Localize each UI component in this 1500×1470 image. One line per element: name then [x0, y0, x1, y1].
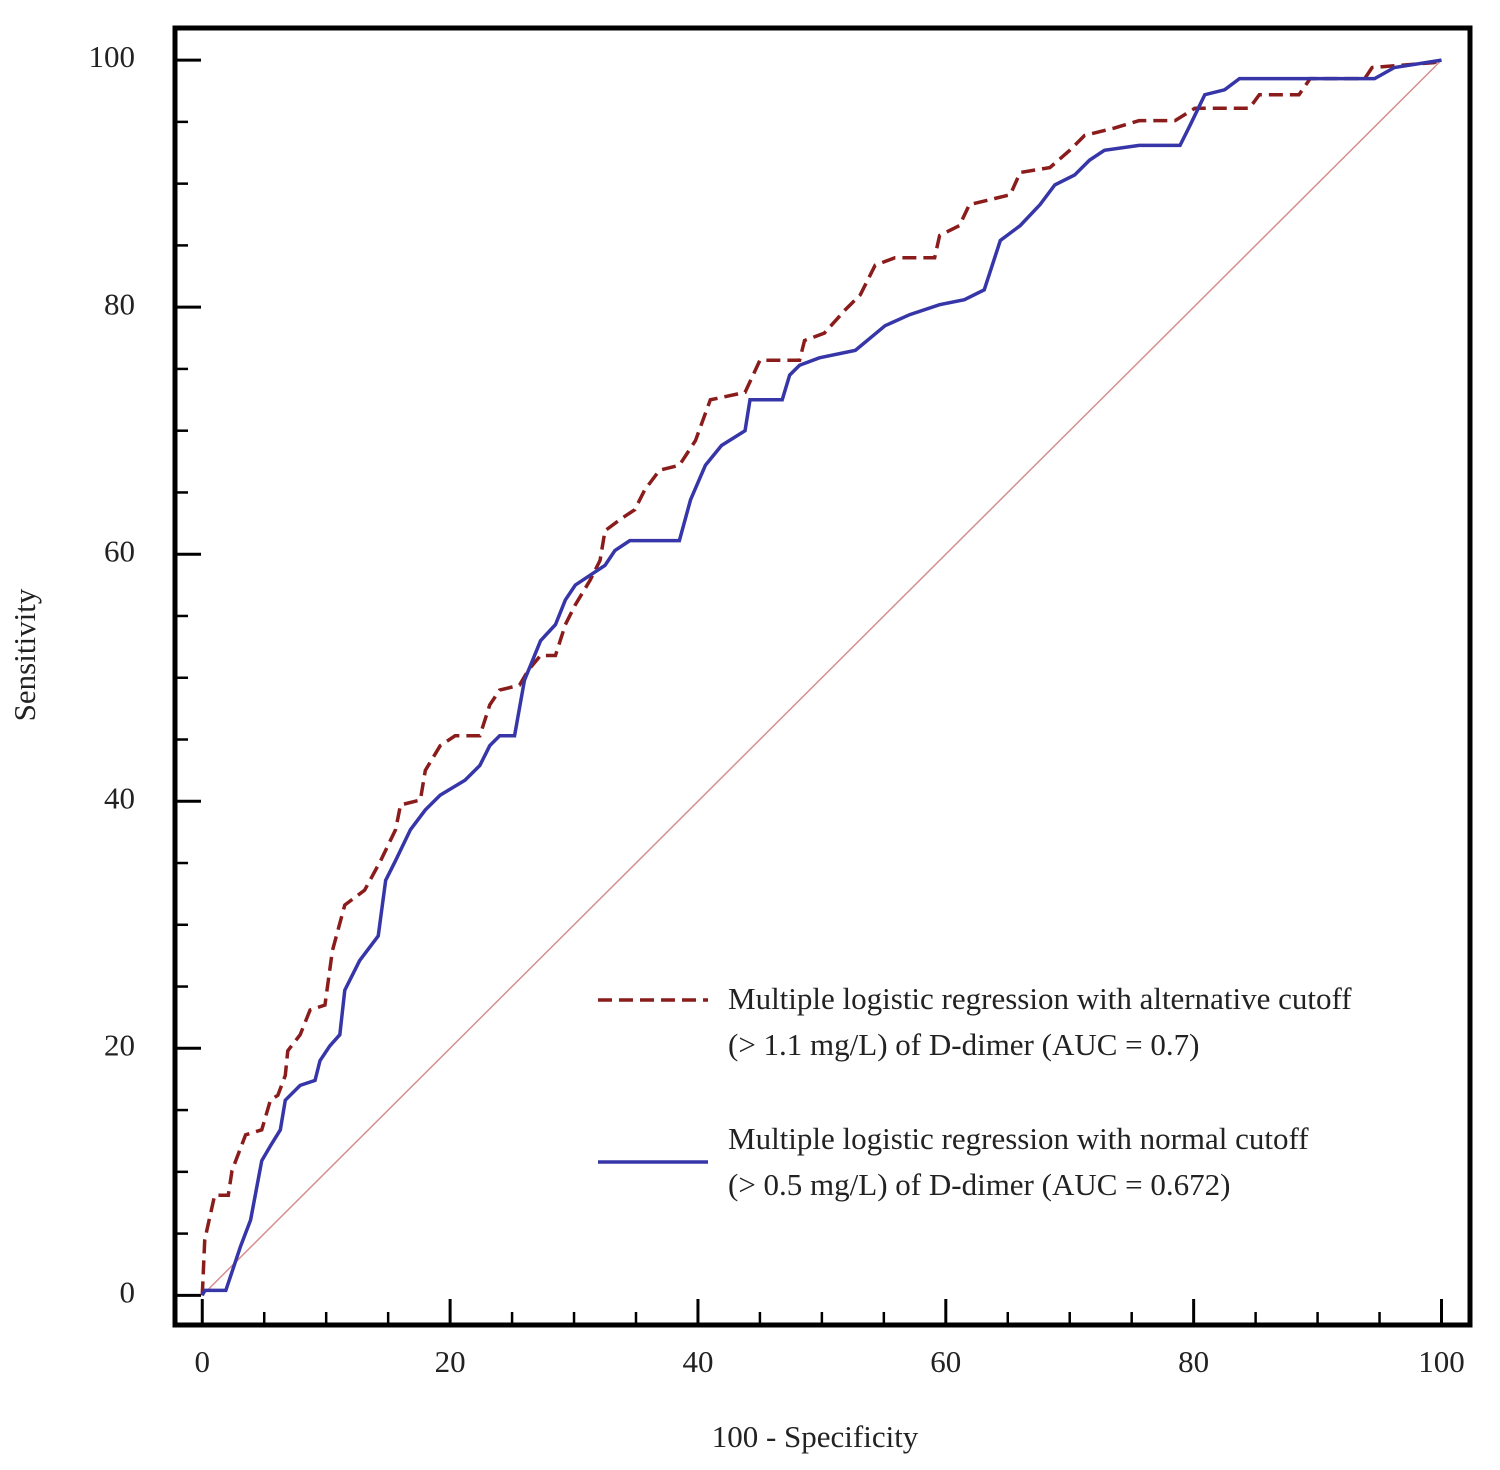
y-axis-label: Sensitivity	[7, 588, 42, 721]
y-tick-label: 100	[89, 39, 136, 74]
roc-curve	[200, 58, 1442, 1297]
legend-label: Multiple logistic regression with normal…	[728, 1121, 1309, 1156]
x-tick-label: 100	[1418, 1344, 1465, 1379]
x-tick-label: 0	[195, 1344, 211, 1379]
x-tick-label: 20	[435, 1344, 466, 1379]
y-tick-label: 60	[104, 533, 135, 568]
legend-label: Multiple logistic regression with altern…	[728, 981, 1352, 1016]
roc-curve	[200, 58, 1443, 1296]
x-axis-label: 100 - Specificity	[712, 1419, 919, 1454]
x-tick-label: 40	[682, 1344, 713, 1379]
y-tick-label: 40	[104, 780, 135, 815]
y-tick-label: 20	[104, 1027, 135, 1062]
plot-frame	[172, 25, 1473, 1328]
reference-line	[201, 59, 1443, 1296]
y-tick-label: 80	[104, 286, 135, 321]
y-tick-label: 0	[120, 1274, 136, 1309]
x-tick-label: 80	[1178, 1344, 1209, 1379]
x-tick-label: 60	[930, 1344, 961, 1379]
legend-label: (> 0.5 mg/L) of D-dimer (AUC = 0.672)	[728, 1167, 1230, 1202]
legend-label: (> 1.1 mg/L) of D-dimer (AUC = 0.7)	[728, 1027, 1199, 1062]
